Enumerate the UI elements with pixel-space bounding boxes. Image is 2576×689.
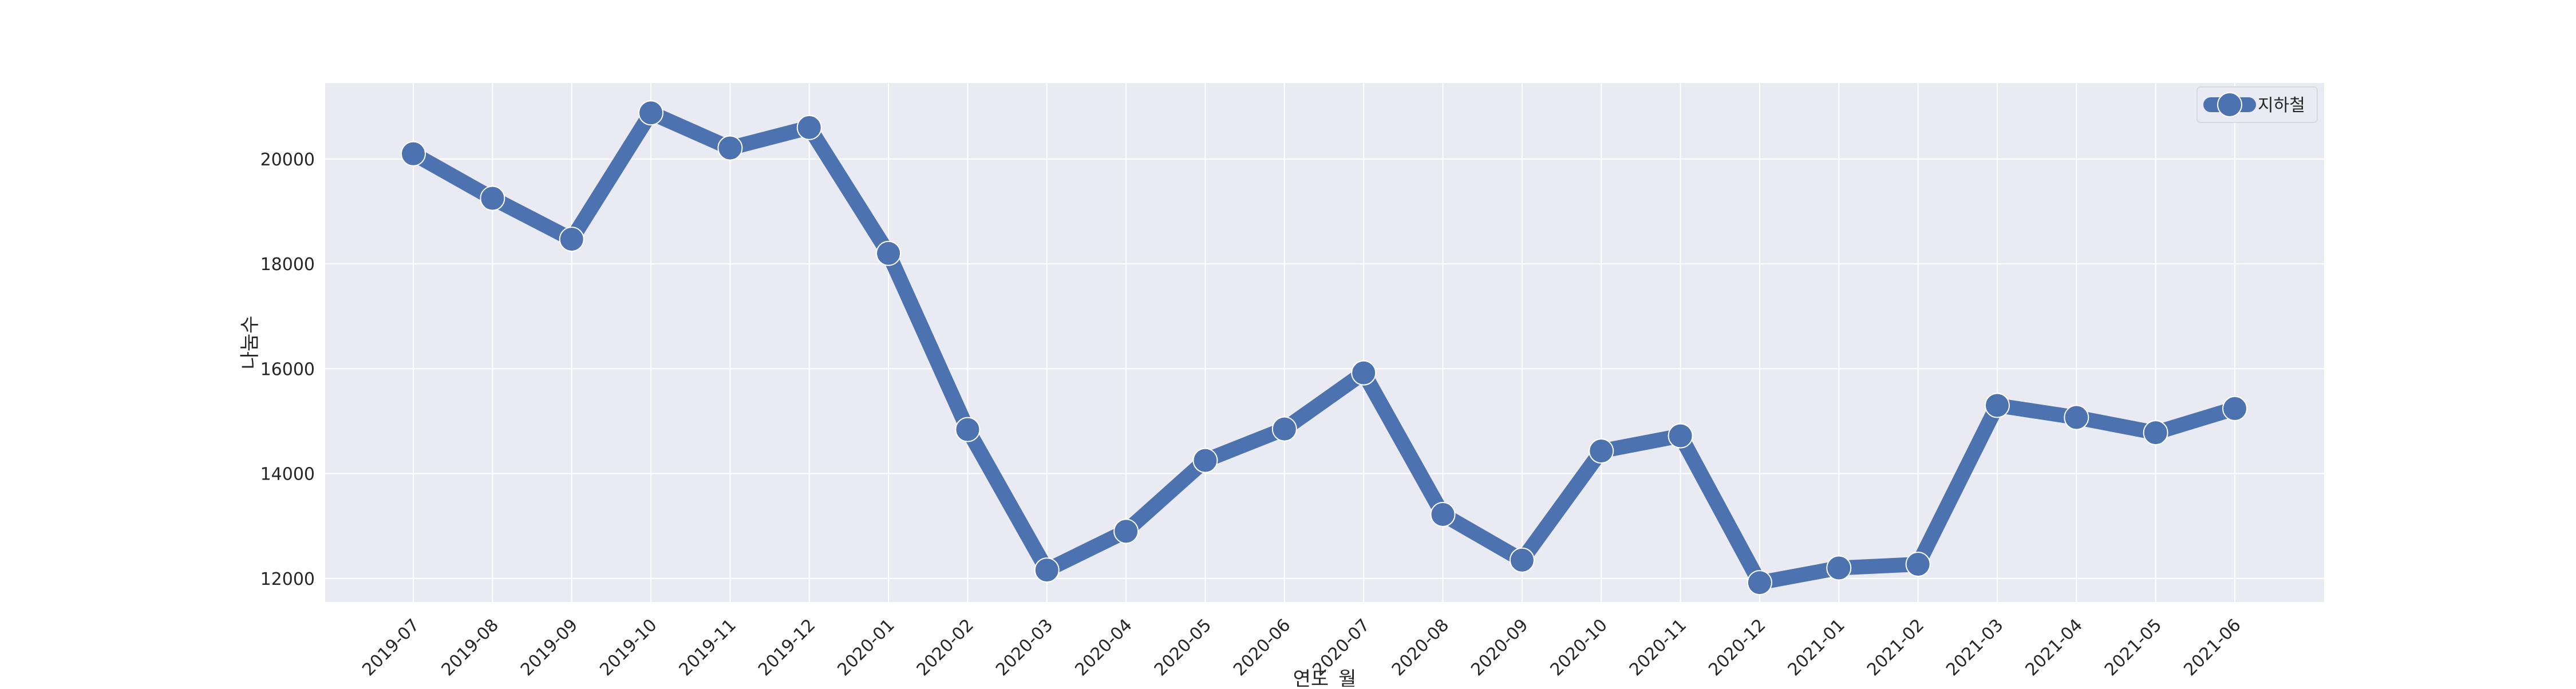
data-point xyxy=(638,100,664,126)
x-tick-label: 2021-04 xyxy=(2022,615,2087,680)
legend-point-marker xyxy=(2217,92,2242,117)
x-tick-label: 2020-08 xyxy=(1388,615,1453,680)
x-tick-label: 2019-12 xyxy=(754,615,819,680)
data-point xyxy=(1113,518,1139,544)
legend: 지하철 xyxy=(2196,86,2318,123)
x-tick-label: 2020-03 xyxy=(992,615,1057,680)
data-point xyxy=(1034,557,1060,583)
data-point xyxy=(1430,502,1456,528)
data-point xyxy=(480,185,505,211)
series-line xyxy=(406,105,2242,591)
x-tick-label: 2019-07 xyxy=(358,615,423,680)
x-tick-label: 2020-09 xyxy=(1467,615,1532,680)
grid-lines xyxy=(325,83,2324,602)
data-point xyxy=(1905,552,1931,577)
data-point xyxy=(2222,395,2247,421)
y-tick-label: 14000 xyxy=(260,465,315,485)
x-tick-label: 2020-02 xyxy=(913,615,978,680)
x-tick-label: 2019-10 xyxy=(596,615,661,680)
y-tick-label: 12000 xyxy=(260,569,315,589)
data-point xyxy=(1509,547,1535,573)
x-tick-label: 2021-01 xyxy=(1784,615,1849,680)
x-tick-label: 2021-02 xyxy=(1863,615,1928,680)
data-point xyxy=(717,135,743,161)
data-point xyxy=(1271,416,1297,442)
data-point xyxy=(796,114,822,140)
data-point xyxy=(1351,360,1377,386)
data-point xyxy=(1589,438,1614,464)
x-tick-label: 2020-12 xyxy=(1705,615,1769,680)
x-tick-label: 2021-03 xyxy=(1942,615,2007,680)
x-tick-label: 2020-01 xyxy=(833,615,898,680)
data-point xyxy=(1984,393,2010,418)
y-tick-label: 16000 xyxy=(260,359,315,379)
data-point xyxy=(2064,405,2089,430)
legend-label: 지하철 xyxy=(2258,96,2305,116)
x-tick-label: 2021-06 xyxy=(2180,615,2245,680)
y-axis-ticks: 12000 14000 16000 18000 20000 xyxy=(260,150,315,589)
data-point xyxy=(1826,555,1852,581)
x-tick-label: 2021-05 xyxy=(2101,615,2166,680)
plot-background xyxy=(325,83,2324,602)
series-layer xyxy=(401,100,2247,596)
data-point xyxy=(876,240,902,266)
y-axis-title: 나눔수 xyxy=(239,316,262,370)
data-point xyxy=(955,417,981,442)
x-tick-label: 2020-04 xyxy=(1071,615,1136,680)
x-axis-title: 연도_월 xyxy=(1293,668,1357,687)
x-tick-label: 2020-05 xyxy=(1151,615,1215,680)
data-point xyxy=(559,227,584,252)
data-point xyxy=(2143,420,2168,446)
x-tick-label: 2020-06 xyxy=(1230,615,1294,680)
x-tick-label: 2019-08 xyxy=(438,615,503,680)
y-tick-label: 20000 xyxy=(260,150,315,170)
data-point xyxy=(1747,570,1772,596)
x-tick-label: 2020-11 xyxy=(1626,615,1690,680)
data-point xyxy=(1192,448,1218,473)
x-tick-label: 2019-11 xyxy=(675,615,740,680)
data-point xyxy=(401,141,426,167)
x-tick-label: 2020-10 xyxy=(1546,615,1611,680)
x-tick-label: 2019-09 xyxy=(517,615,582,680)
y-tick-label: 18000 xyxy=(260,255,315,275)
data-point xyxy=(1668,423,1693,449)
